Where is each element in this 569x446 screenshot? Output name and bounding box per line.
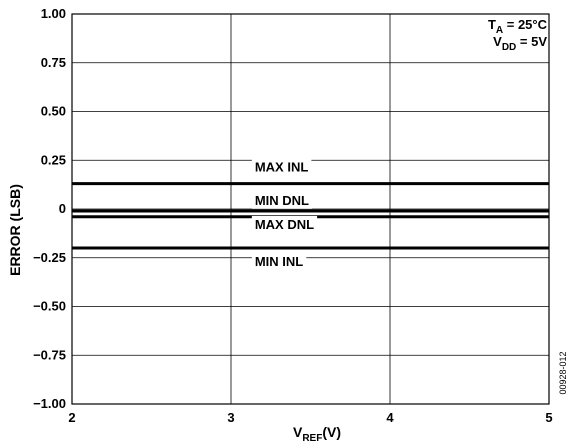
y-tick-label: −0.75	[33, 347, 66, 362]
max-dnl-label: MAX DNL	[255, 217, 314, 232]
min-dnl-label-background	[251, 191, 313, 209]
temperature-annotation-rest: = 25°C	[503, 17, 547, 32]
y-tick-label: −0.50	[33, 299, 66, 314]
series-labels: MAX INL MAX DNL MIN DNL MIN INL	[251, 158, 318, 270]
max-inl-label: MAX INL	[255, 160, 309, 175]
max-dnl-label-background	[251, 215, 318, 233]
min-inl-label: MIN INL	[255, 254, 303, 269]
supply-voltage-annotation: VDD = 5V	[493, 34, 547, 53]
y-tick-labels: 1.00 0.75 0.50 0.25 0 −0.25 −0.50 −0.75 −1.00	[33, 6, 66, 411]
x-axis-title-main: V	[293, 424, 303, 440]
x-tick-label: 5	[545, 410, 552, 425]
min-dnl-label: MIN DNL	[255, 193, 309, 208]
y-tick-label: 0.25	[41, 152, 66, 167]
y-tick-label: 0.75	[41, 55, 66, 70]
x-tick-labels: 2 3 4 5	[68, 410, 552, 425]
y-tick-label: 0.50	[41, 104, 66, 119]
y-axis-title: ERROR (LSB)	[7, 184, 23, 276]
x-axis-title: VREF(V)	[293, 424, 341, 444]
x-tick-label: 3	[227, 410, 234, 425]
x-axis-title-unit: (V)	[322, 424, 341, 440]
y-tick-label: −0.25	[33, 250, 66, 265]
temperature-annotation-main: T	[488, 17, 496, 32]
supply-voltage-annotation-sub: DD	[502, 42, 516, 53]
grid	[71, 13, 550, 405]
x-axis-title-sub: REF	[302, 433, 322, 444]
plot-frame	[71, 13, 550, 405]
figure-id: 00928-012	[558, 351, 568, 394]
y-tick-label: 1.00	[41, 6, 66, 21]
supply-voltage-annotation-rest: = 5V	[516, 34, 547, 49]
temperature-annotation-sub: A	[496, 25, 503, 36]
min-inl-label-background	[251, 253, 307, 270]
y-tick-label: 0	[59, 201, 66, 216]
x-tick-label: 4	[386, 410, 394, 425]
supply-voltage-annotation-main: V	[493, 34, 502, 49]
y-tick-label: −1.00	[33, 396, 66, 411]
temperature-annotation: TA = 25°C	[488, 17, 548, 36]
x-tick-label: 2	[68, 410, 75, 425]
max-inl-label-background	[251, 158, 312, 176]
